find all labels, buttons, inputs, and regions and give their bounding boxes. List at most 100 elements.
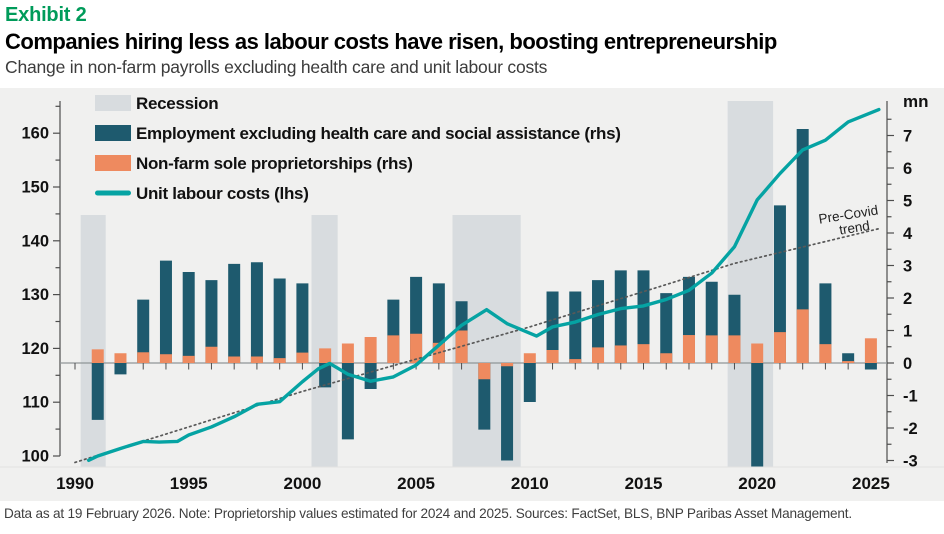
employment-bar (819, 283, 832, 363)
x-axis-label: 2015 (625, 474, 663, 493)
employment-bar (796, 129, 809, 363)
proprietorship-bar (228, 356, 241, 363)
x-axis-label: 2020 (738, 474, 776, 493)
x-axis-label: 2010 (511, 474, 549, 493)
left-axis-labels: 160 150 140 130 120 110 100 (21, 125, 49, 466)
right-axis (886, 101, 894, 463)
employment-bar (296, 283, 309, 363)
proprietorship-bar (364, 337, 377, 363)
proprietorship-bar (91, 349, 104, 363)
employment-bar (228, 263, 241, 363)
employment-bar (637, 270, 650, 363)
employment-bars (91, 129, 877, 467)
proprietorship-bar (159, 354, 172, 363)
right-axis-label: -2 (903, 420, 918, 438)
employment-bar (864, 363, 877, 370)
left-axis-label: 130 (21, 286, 49, 304)
employment-bar (842, 353, 855, 363)
proprietorship-bar (478, 363, 491, 380)
proprietorship-bar (387, 335, 400, 363)
employment-swatch-icon (95, 125, 131, 141)
right-axis-unit-label: mn (903, 92, 929, 111)
chart-panel: 160 150 140 130 120 110 100 7 6 5 4 3 2 1 0 -1 -2 -3 mn Pre… (0, 88, 944, 501)
employment-bar (341, 363, 354, 440)
proprietorship-bar (796, 309, 809, 363)
proprietorship-bar (410, 333, 423, 363)
proprietorship-bar (296, 352, 309, 363)
legend: Recession Employment excluding health car… (95, 94, 621, 203)
employment-bar (478, 363, 491, 430)
proprietorship-bars (91, 309, 877, 380)
source-note: Data as at 19 February 2026. Note: Propr… (4, 506, 852, 521)
right-axis-label: 1 (903, 323, 912, 341)
proprietorship-bar (682, 335, 695, 363)
proprietorship-bar (637, 344, 650, 363)
right-axis-labels: 7 6 5 4 3 2 1 0 -1 -2 -3 mn (903, 92, 929, 471)
legend-label: Unit labour costs (lhs) (136, 184, 309, 203)
left-axis-label: 120 (21, 340, 49, 358)
employment-bar (137, 299, 150, 363)
legend-item: Unit labour costs (lhs) (95, 184, 309, 203)
proprietorship-bar (819, 344, 832, 363)
right-axis-label: -1 (903, 388, 918, 406)
right-axis-label: 6 (903, 160, 912, 178)
employment-bar (159, 260, 172, 363)
x-axis-labels: 1990 1995 2000 2005 2010 2015 2020 2025 (56, 474, 890, 493)
proprietorship-bar (773, 332, 786, 363)
left-axis-label: 150 (21, 179, 49, 197)
employment-bar (592, 280, 605, 363)
proprietorship-bar (660, 353, 673, 363)
employment-bar (114, 363, 127, 375)
proprietorship-bar (705, 335, 718, 363)
proprietorship-bar (114, 353, 127, 363)
legend-backdrop (58, 88, 703, 215)
employment-bar (273, 278, 286, 363)
right-axis-label: 2 (903, 290, 912, 308)
employment-bar (91, 363, 104, 420)
payrolls-labour-costs-chart: 160 150 140 130 120 110 100 7 6 5 4 3 2 1 0 -1 -2 -3 mn Pre… (0, 88, 944, 493)
right-axis-label: 5 (903, 193, 912, 211)
proprietorship-bar (569, 359, 582, 363)
employment-bar (501, 363, 514, 461)
proprietorship-bar (751, 343, 764, 363)
proprietorship-bar (546, 350, 559, 363)
x-axis-label: 1990 (56, 474, 94, 493)
legend-item: Employment excluding health care and soc… (95, 124, 621, 143)
proprietorship-bar (523, 353, 536, 363)
employment-bar (319, 363, 332, 388)
proprietorship-bar (319, 348, 332, 363)
proprietorship-bar (273, 358, 286, 363)
pre-covid-trend-line (74, 227, 881, 464)
employment-bar (523, 363, 536, 402)
x-axis-label: 2025 (852, 474, 890, 493)
legend-label: Non-farm sole proprietorships (rhs) (136, 154, 413, 173)
x-axis-label: 1995 (170, 474, 208, 493)
chart-header: Exhibit 2 Companies hiring less as labou… (5, 4, 939, 78)
trend-annotation-line2: trend (838, 218, 871, 238)
line-swatch-icon (95, 190, 131, 196)
legend-label: Employment excluding health care and soc… (136, 124, 621, 143)
legend-label: Recession (136, 94, 218, 113)
right-axis-label: 3 (903, 258, 912, 276)
recession-swatch-icon (95, 95, 131, 111)
proprietorship-bar (455, 330, 468, 363)
right-axis-label: -3 (903, 453, 918, 471)
proprietorship-bar (250, 356, 263, 363)
employment-bar (205, 280, 218, 363)
recession-band (727, 101, 774, 467)
page-subtitle: Change in non-farm payrolls excluding he… (5, 57, 548, 78)
left-axis (53, 101, 61, 457)
proprietorship-bar (614, 345, 627, 363)
proprietorship-swatch-icon (95, 155, 131, 171)
unit-labour-costs-line (86, 107, 881, 463)
proprietorship-bar (341, 343, 354, 363)
proprietorship-bar (137, 352, 150, 363)
page-title: Companies hiring less as labour costs ha… (5, 29, 777, 54)
left-axis-label: 100 (21, 448, 49, 466)
x-axis-label: 2000 (283, 474, 321, 493)
left-axis-label: 160 (21, 125, 49, 143)
proprietorship-bar (842, 361, 855, 363)
proprietorship-bar (864, 338, 877, 363)
